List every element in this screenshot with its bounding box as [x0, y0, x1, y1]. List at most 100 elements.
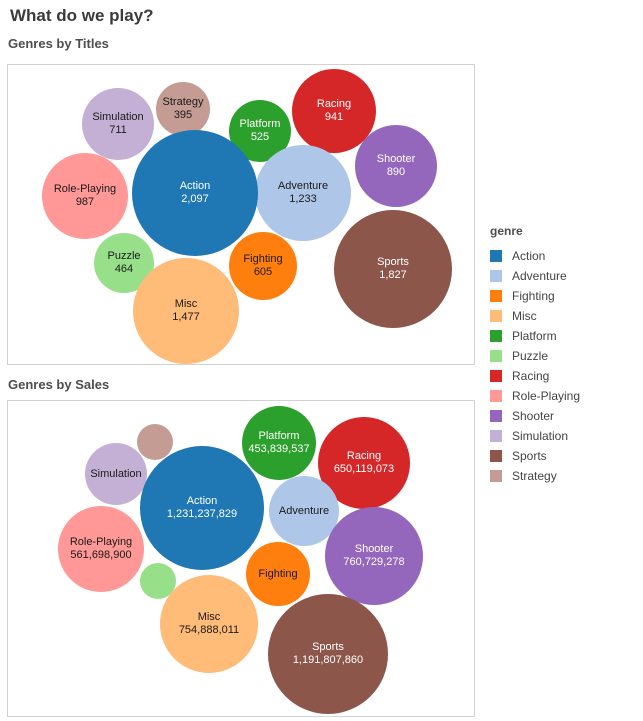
bubble-chart-genres-by-titles: Simulation 711 Strategy 395 Platform 525 Racin…: [7, 64, 475, 365]
bubble-strategy[interactable]: Strategy 395: [156, 82, 210, 136]
bubble-adventure[interactable]: Adventure 1,233: [255, 145, 351, 241]
bubble-action[interactable]: Action 2,097: [132, 130, 258, 256]
bubble-adventure[interactable]: Adventure: [269, 476, 339, 546]
bubble-label: Platform: [239, 118, 281, 130]
legend-items: Action Adventure Fighting Misc Platform …: [490, 246, 610, 486]
bubble-value: 1,191,807,860: [292, 654, 364, 666]
bubble-value: 2,097: [181, 193, 209, 205]
bubble-value: 605: [253, 266, 273, 278]
legend-item-label: Misc: [512, 309, 537, 323]
bubble-label: Misc: [197, 611, 221, 623]
chart-title-genres-by-titles: Genres by Titles: [8, 36, 109, 51]
legend-item-label: Fighting: [512, 289, 555, 303]
bubble-value: 464: [114, 263, 134, 275]
legend-swatch-icon: [490, 410, 502, 422]
bubble-value: 711: [109, 124, 127, 136]
legend-item-label: Action: [512, 249, 546, 263]
bubble-label: Shooter: [376, 153, 416, 165]
bubble-shooter[interactable]: Shooter 890: [355, 125, 437, 207]
bubble-simulation[interactable]: Simulation 711: [82, 88, 154, 160]
legend-item-simulation[interactable]: Simulation: [490, 426, 610, 446]
bubble-label: Racing: [346, 450, 382, 462]
bubble-value: 395: [173, 109, 193, 121]
legend-item-platform[interactable]: Platform: [490, 326, 610, 346]
bubble-racing[interactable]: Racing 941: [292, 69, 376, 153]
legend-item-racing[interactable]: Racing: [490, 366, 610, 386]
bubble-misc[interactable]: Misc 1,477: [133, 258, 239, 364]
bubble-label: Adventure: [277, 180, 329, 192]
bubble-strategy[interactable]: [137, 424, 173, 460]
legend-item-label: Strategy: [512, 469, 557, 483]
bubble-chart-genres-by-sales: Platform 453,839,537 Racing 650,119,073 Simu…: [7, 400, 475, 717]
bubble-value: 754,888,011: [178, 624, 240, 636]
bubble-value: 941: [324, 111, 344, 123]
legend-item-sports[interactable]: Sports: [490, 446, 610, 466]
legend-item-role-playing[interactable]: Role-Playing: [490, 386, 610, 406]
bubble-label: Puzzle: [107, 250, 141, 262]
bubble-misc[interactable]: Misc 754,888,011: [160, 575, 258, 673]
bubble-label: Action: [186, 495, 218, 507]
legend-item-adventure[interactable]: Adventure: [490, 266, 610, 286]
legend-item-label: Shooter: [512, 409, 555, 423]
bubble-value: 453,839,537: [248, 443, 310, 455]
bubble-label: Simulation: [92, 111, 144, 123]
bubble-label: Fighting: [258, 567, 298, 580]
legend-item-label: Platform: [512, 329, 557, 343]
bubble-label: Role-Playing: [53, 183, 117, 195]
bubble-platform[interactable]: Platform 453,839,537: [242, 406, 316, 480]
legend-swatch-icon: [490, 310, 502, 322]
bubble-label: Adventure: [278, 504, 330, 517]
legend-title: genre: [490, 224, 523, 238]
legend-item-label: Adventure: [512, 269, 567, 283]
legend-swatch-icon: [490, 470, 502, 482]
bubble-value: 890: [386, 166, 406, 178]
bubble-value: 1,231,237,829: [166, 508, 238, 520]
bubble-racing[interactable]: Racing 650,119,073: [318, 417, 410, 509]
legend-swatch-icon: [490, 330, 502, 342]
legend-item-puzzle[interactable]: Puzzle: [490, 346, 610, 366]
bubble-fighting[interactable]: Fighting 605: [229, 232, 297, 300]
legend-swatch-icon: [490, 270, 502, 282]
bubble-label: Racing: [316, 98, 352, 110]
legend-item-strategy[interactable]: Strategy: [490, 466, 610, 486]
bubble-shooter[interactable]: Shooter 760,729,278: [325, 507, 423, 605]
bubble-role-playing[interactable]: Role-Playing 561,698,900: [58, 506, 144, 592]
legend-swatch-icon: [490, 290, 502, 302]
bubble-label: Action: [179, 180, 211, 192]
bubble-value: 760,729,278: [343, 556, 405, 568]
legend: genre Action Adventure Fighting Misc Pla…: [490, 224, 610, 486]
bubble-sports[interactable]: Sports 1,827: [334, 210, 452, 328]
bubble-label: Shooter: [354, 543, 394, 555]
bubble-label: Sports: [312, 641, 344, 653]
legend-item-misc[interactable]: Misc: [490, 306, 610, 326]
bubble-label: Sports: [377, 256, 409, 268]
legend-swatch-icon: [490, 370, 502, 382]
legend-item-fighting[interactable]: Fighting: [490, 286, 610, 306]
bubble-value: 525: [250, 131, 270, 143]
chart-title-genres-by-sales: Genres by Sales: [8, 377, 110, 392]
legend-item-label: Puzzle: [512, 349, 549, 363]
bubble-role-playing[interactable]: Role-Playing 987: [42, 153, 128, 239]
bubble-value: 561,698,900: [70, 549, 132, 561]
legend-item-shooter[interactable]: Shooter: [490, 406, 610, 426]
bubble-fighting[interactable]: Fighting: [246, 542, 310, 606]
legend-swatch-icon: [490, 350, 502, 362]
bubble-label: Simulation: [90, 467, 142, 480]
bubble-value: 987: [75, 196, 95, 208]
legend-item-label: Racing: [512, 369, 550, 383]
bubble-label: Platform: [258, 430, 300, 442]
legend-swatch-icon: [490, 250, 502, 262]
bubble-value: 650,119,073: [333, 463, 395, 475]
bubble-simulation[interactable]: Simulation: [85, 443, 147, 505]
legend-item-label: Sports: [512, 449, 547, 463]
bubble-sports[interactable]: Sports 1,191,807,860: [268, 594, 388, 714]
bubble-value: 1,233: [289, 193, 317, 205]
bubble-label: Misc: [174, 298, 198, 310]
bubble-value: 1,827: [379, 269, 407, 281]
bubble-action[interactable]: Action 1,231,237,829: [140, 446, 264, 570]
legend-swatch-icon: [490, 430, 502, 442]
bubble-label: Strategy: [162, 96, 204, 108]
bubble-label: Role-Playing: [69, 536, 133, 548]
legend-item-action[interactable]: Action: [490, 246, 610, 266]
legend-item-label: Simulation: [512, 429, 569, 443]
